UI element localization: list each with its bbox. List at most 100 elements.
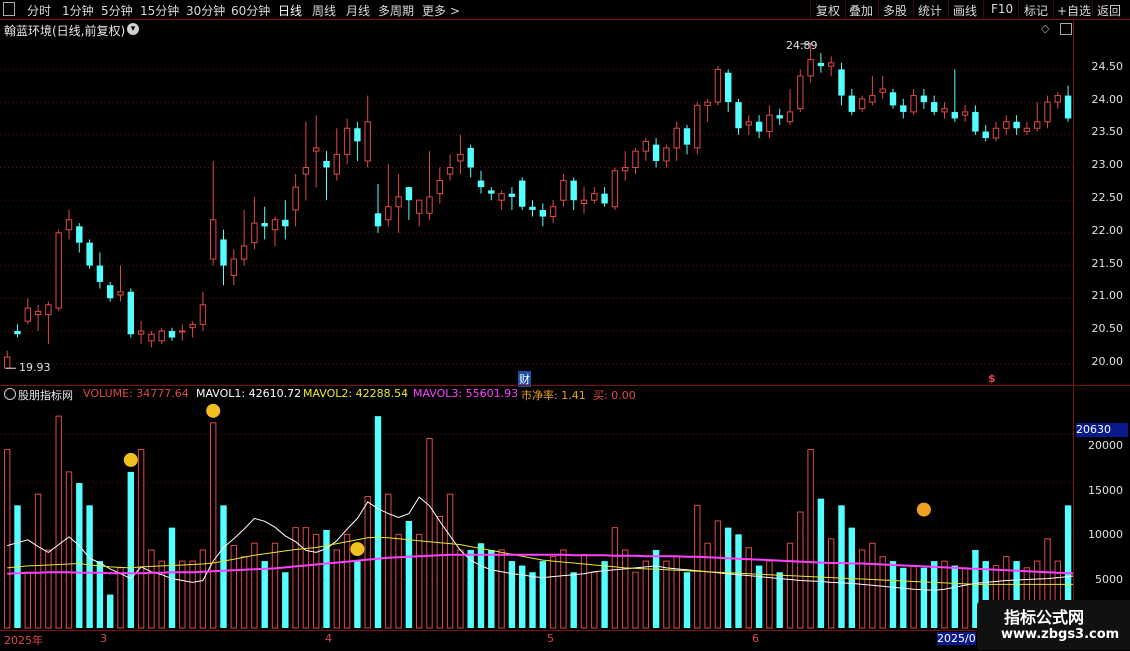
tab-multi-period[interactable]: 多周期 xyxy=(378,4,415,18)
chevron-down-icon[interactable]: ▾ xyxy=(127,23,139,35)
candle-body xyxy=(920,95,928,103)
volume-bar xyxy=(179,560,186,629)
candle-body xyxy=(673,127,680,149)
date-label: 2025/0 xyxy=(937,632,976,645)
period-toolbar: 分时 1分钟 5分钟 15分钟 30分钟 60分钟 日线 周线 月线 多周期 更… xyxy=(0,0,1130,20)
candle-body xyxy=(477,180,485,188)
volume-bar xyxy=(426,437,433,629)
tab-monthly[interactable]: 月线 xyxy=(346,4,371,18)
toolbar-divider xyxy=(845,0,846,19)
candle-body xyxy=(549,206,557,218)
tab-5min[interactable]: 5分钟 xyxy=(101,4,133,18)
candle-body xyxy=(261,223,268,227)
volume-bar xyxy=(96,561,104,628)
dividend-marker[interactable]: $ xyxy=(988,372,996,385)
candle-body xyxy=(529,206,536,210)
tab-daily[interactable]: 日线 xyxy=(278,4,303,18)
add-watchlist-button[interactable]: +自选 xyxy=(1057,4,1092,18)
chart-canvas[interactable] xyxy=(0,0,1073,630)
volume-bar xyxy=(65,471,73,629)
volume-bar xyxy=(385,493,392,629)
candle-body xyxy=(652,144,660,161)
candle-body xyxy=(508,193,516,197)
tab-fenshi[interactable]: 分时 xyxy=(27,4,52,18)
candle-body xyxy=(879,88,886,93)
f10-button[interactable]: F10 xyxy=(991,2,1014,16)
volume-bar xyxy=(148,549,155,629)
volume-bar xyxy=(271,542,279,629)
volume-tick: 15000 xyxy=(1088,484,1123,497)
smiley-icon xyxy=(350,542,365,557)
candle-body xyxy=(704,101,711,106)
mark-button[interactable]: 标记 xyxy=(1024,4,1049,18)
panel-toggle-icon[interactable] xyxy=(1060,23,1072,35)
volume-bar xyxy=(982,561,989,628)
price-tick: 20.50 xyxy=(1091,322,1124,335)
candle-body xyxy=(14,330,21,335)
tab-1min[interactable]: 1分钟 xyxy=(62,4,94,18)
volume-bar xyxy=(673,556,680,629)
price-tick: 23.50 xyxy=(1091,125,1124,138)
volume-tick: 5000 xyxy=(1095,573,1123,586)
finance-event-marker[interactable]: 财 xyxy=(518,371,531,387)
volume-bar xyxy=(539,561,546,628)
candle-body xyxy=(76,226,83,243)
volume-bar xyxy=(189,560,196,629)
volume-bar xyxy=(230,544,238,629)
volume-bar xyxy=(961,567,969,629)
volume-bar xyxy=(323,529,330,628)
volume-bar xyxy=(766,560,773,629)
candle-body xyxy=(364,121,371,162)
tab-60min[interactable]: 60分钟 xyxy=(231,4,271,18)
tab-15min[interactable]: 15分钟 xyxy=(140,4,180,18)
volume-bar xyxy=(704,542,711,629)
volume-bar xyxy=(86,505,93,628)
price-tick: 22.00 xyxy=(1091,224,1124,237)
date-label: 2025年 xyxy=(4,634,43,647)
tab-weekly[interactable]: 周线 xyxy=(312,4,337,18)
indicator-name[interactable]: 股朋指标网 xyxy=(18,389,73,402)
candle-body xyxy=(1003,121,1010,129)
high-price-label: 24.89 xyxy=(786,39,818,52)
volume-bar xyxy=(354,561,361,628)
panel-divider xyxy=(0,385,1130,386)
candle-body xyxy=(961,111,969,116)
candle-body xyxy=(951,111,958,119)
candle-body xyxy=(992,127,1000,139)
tab-30min[interactable]: 30分钟 xyxy=(186,4,226,18)
candle-body xyxy=(498,193,505,201)
date-label: 5 xyxy=(547,632,554,645)
volume-bar xyxy=(745,547,752,629)
restore-rights-button[interactable]: 复权 xyxy=(816,4,841,18)
candle-body xyxy=(199,304,207,325)
volume-bar xyxy=(477,543,485,628)
candle-body xyxy=(539,210,546,217)
overlay-button[interactable]: 叠加 xyxy=(849,4,874,18)
volume-bar xyxy=(941,560,948,629)
volume-bar xyxy=(807,449,814,629)
volume-bar xyxy=(611,527,619,629)
price-tick: 22.50 xyxy=(1091,191,1124,204)
window-menu-icon[interactable] xyxy=(3,2,15,16)
back-button[interactable]: 返回 xyxy=(1097,4,1122,18)
draw-line-button[interactable]: 画线 xyxy=(953,4,978,18)
volume-bar xyxy=(313,533,320,629)
date-axis: 2025年 3 4 5 6 2025/0 xyxy=(0,630,1073,651)
current-volume-badge: 20630 xyxy=(1076,423,1128,437)
volume-bar xyxy=(45,549,52,629)
candle-body xyxy=(148,333,155,342)
watermark-url: www.zbgs3.com xyxy=(1001,627,1120,642)
volume-bar xyxy=(261,561,268,628)
diamond-icon[interactable]: ◇ xyxy=(1041,22,1050,35)
multi-stock-button[interactable]: 多股 xyxy=(883,4,908,18)
candle-body xyxy=(972,111,979,132)
tab-more[interactable]: 更多 > xyxy=(422,4,460,18)
volume-bar xyxy=(652,549,660,628)
indicator-circle-icon[interactable] xyxy=(4,388,16,400)
volume-bar xyxy=(333,549,341,629)
volume-bar xyxy=(683,572,691,628)
smiley-icon xyxy=(206,403,221,418)
date-label: 6 xyxy=(752,632,759,645)
volume-bar xyxy=(931,561,938,628)
statistics-button[interactable]: 统计 xyxy=(918,4,943,18)
